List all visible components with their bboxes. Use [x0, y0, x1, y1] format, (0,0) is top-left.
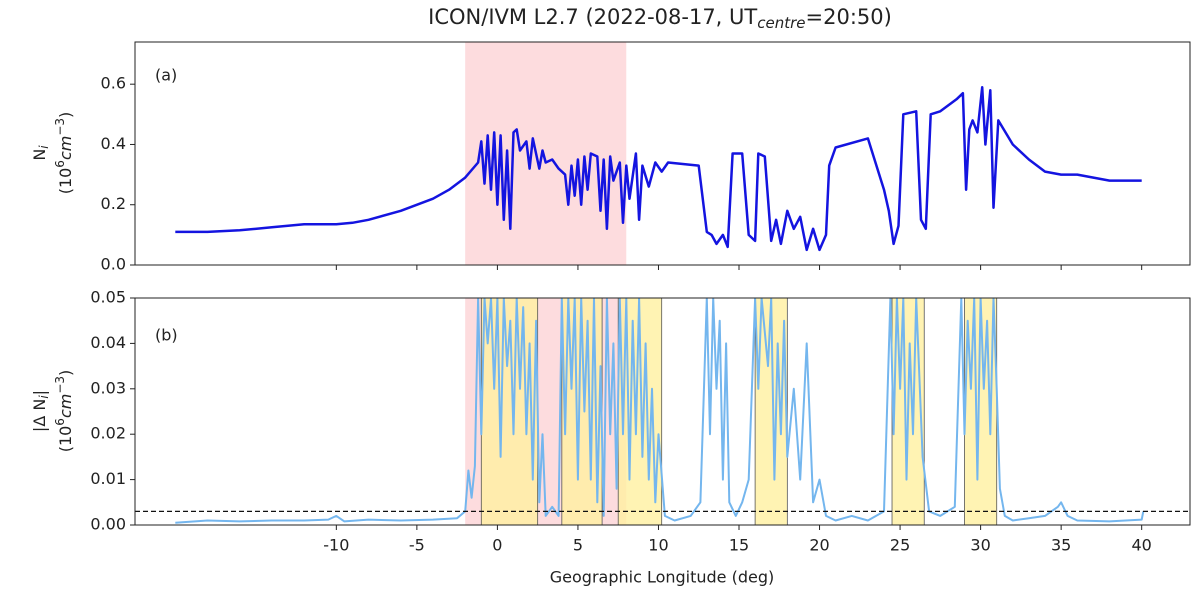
y-tick-label: 0.4 — [101, 134, 126, 153]
x-tick-label: -5 — [409, 536, 425, 555]
x-tick-label: 5 — [573, 536, 583, 555]
y-tick-label: 0.6 — [101, 74, 126, 93]
y-tick-label: 0.03 — [90, 378, 126, 397]
plot-area — [175, 42, 1142, 265]
data-line — [175, 85, 1142, 252]
x-tick-label: 10 — [648, 536, 668, 555]
panel-label: (b) — [155, 326, 178, 345]
axes-frame — [134, 297, 1191, 526]
x-tick-label: -10 — [323, 536, 349, 555]
y-tick-label: 0.01 — [90, 469, 126, 488]
y-tick-label: 0.0 — [101, 255, 126, 274]
x-tick-label: 30 — [970, 536, 990, 555]
x-tick-label: 0 — [492, 536, 502, 555]
axes-frame — [134, 41, 1191, 266]
panel-label: (a) — [155, 66, 177, 85]
x-tick-label: 15 — [729, 536, 749, 555]
x-tick-label: 40 — [1131, 536, 1151, 555]
y-tick-label: 0.02 — [90, 424, 126, 443]
x-tick-label: 25 — [890, 536, 910, 555]
x-tick-label: 20 — [809, 536, 829, 555]
y-axis-label: (106cm−3) — [53, 370, 75, 453]
y-axis-label: |Δ Ni| — [30, 390, 51, 432]
y-tick-label: 0.05 — [90, 288, 126, 307]
data-line — [175, 298, 1145, 524]
y-tick-label: 0.2 — [101, 194, 126, 213]
y-tick-label: 0.04 — [90, 333, 126, 352]
chart-title: ICON/IVM L2.7 (2022-08-17, UTcentre=20:5… — [428, 5, 892, 32]
y-tick-label: 0.00 — [90, 515, 126, 534]
y-axis-label: (106cm−3) — [53, 112, 75, 195]
y-axis-label: Ni — [30, 145, 51, 161]
x-tick-label: 35 — [1051, 536, 1071, 555]
x-axis-label: Geographic Longitude (deg) — [550, 568, 775, 587]
plot-area — [175, 298, 1145, 525]
